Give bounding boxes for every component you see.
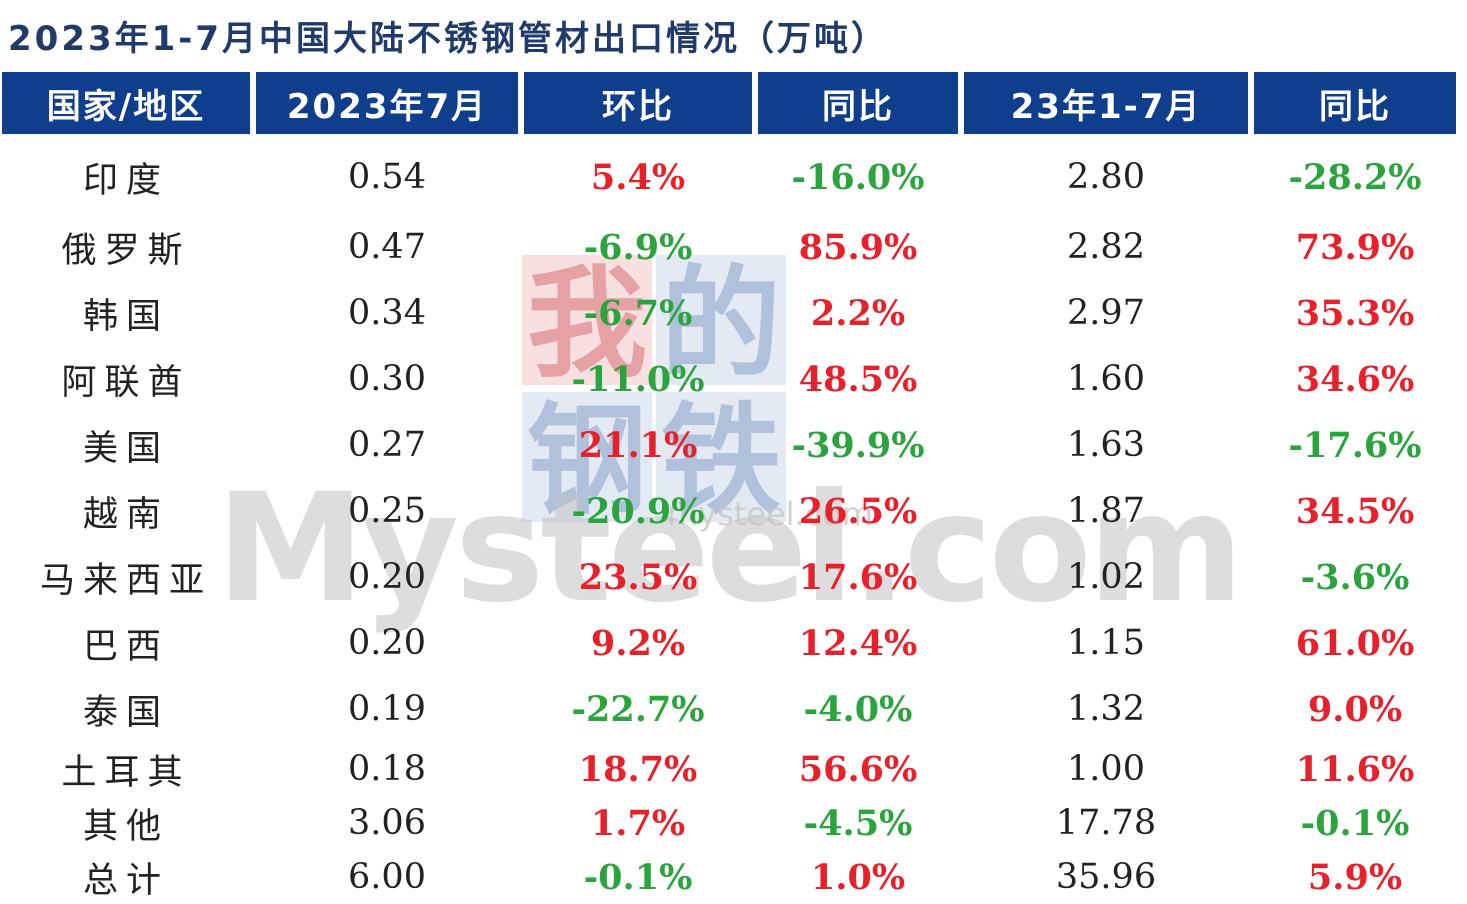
- cell-ytd-yoy: 35.3%: [1295, 292, 1415, 334]
- header-july-2023: 2023年7月: [256, 72, 518, 134]
- cell-mom: 9.2%: [590, 622, 686, 664]
- cell-mom: -11.0%: [571, 358, 705, 400]
- cell-july: 0.54: [348, 157, 426, 197]
- header-mom: 环比: [524, 72, 752, 134]
- cell-ytd: 1.32: [1067, 689, 1145, 729]
- cell-ytd: 35.96: [1055, 857, 1157, 897]
- cell-july: 0.47: [348, 227, 426, 267]
- cell-mom: 18.7%: [578, 748, 698, 790]
- cell-yoy: 17.6%: [798, 556, 918, 598]
- cell-country: 美国: [82, 428, 169, 469]
- cell-ytd-yoy: 34.5%: [1295, 490, 1415, 532]
- cell-ytd: 2.97: [1067, 293, 1145, 333]
- cell-ytd: 1.00: [1067, 749, 1145, 789]
- cell-july: 0.18: [348, 749, 426, 789]
- cell-july: 0.34: [348, 293, 426, 333]
- cell-yoy: 1.0%: [810, 856, 906, 898]
- cell-yoy: 48.5%: [798, 358, 918, 400]
- cell-ytd: 1.63: [1067, 425, 1145, 465]
- header-ytd-yoy: 同比: [1254, 72, 1456, 134]
- cell-ytd-yoy: 73.9%: [1295, 226, 1415, 268]
- cell-ytd: 1.87: [1067, 491, 1145, 531]
- table-title: 2023年1-7月中国大陆不锈钢管材出口情况（万吨）: [8, 19, 889, 59]
- cell-ytd-yoy: -3.6%: [1300, 556, 1410, 598]
- cell-country: 土耳其: [61, 752, 191, 793]
- table-row: 阿联酋 0.30 -11.0% 48.5% 1.60 34.6%: [2, 346, 1456, 412]
- table-row: 泰国 0.19 -22.7% -4.0% 1.32 9.0%: [2, 676, 1456, 742]
- table-row: 俄罗斯 0.47 -6.9% 85.9% 2.82 73.9%: [2, 214, 1456, 280]
- cell-ytd-yoy: -0.1%: [1300, 802, 1410, 844]
- cell-ytd-yoy: 34.6%: [1295, 358, 1415, 400]
- cell-yoy: -16.0%: [791, 156, 925, 198]
- cell-july: 0.30: [348, 359, 426, 399]
- table-row: 美国 0.27 21.1% -39.9% 1.63 -17.6%: [2, 412, 1456, 478]
- cell-july: 6.00: [348, 857, 426, 897]
- cell-country: 俄罗斯: [61, 230, 191, 271]
- cell-july: 0.25: [348, 491, 426, 531]
- table-row: 马来西亚 0.20 23.5% 17.6% 1.02 -3.6%: [2, 544, 1456, 610]
- cell-ytd-yoy: -28.2%: [1288, 156, 1422, 198]
- cell-country: 其他: [82, 806, 169, 847]
- cell-july: 0.20: [348, 623, 426, 663]
- table-row: 土耳其 0.18 18.7% 56.6% 1.00 11.6%: [2, 742, 1456, 796]
- cell-ytd-yoy: -17.6%: [1288, 424, 1422, 466]
- cell-ytd: 1.60: [1067, 359, 1145, 399]
- cell-ytd-yoy: 61.0%: [1295, 622, 1415, 664]
- cell-mom: -0.1%: [583, 856, 693, 898]
- cell-mom: 1.7%: [590, 802, 686, 844]
- cell-yoy: 85.9%: [798, 226, 918, 268]
- export-table: 国家/地区 2023年7月 环比 同比 23年1-7月 同比 印度 0.54 5…: [0, 72, 1462, 904]
- header-ytd: 23年1-7月: [964, 72, 1248, 134]
- cell-yoy: 2.2%: [810, 292, 906, 334]
- cell-country: 巴西: [82, 626, 169, 667]
- table-row: 巴西 0.20 9.2% 12.4% 1.15 61.0%: [2, 610, 1456, 676]
- cell-country: 马来西亚: [39, 560, 212, 601]
- cell-july: 0.20: [348, 557, 426, 597]
- header-yoy: 同比: [758, 72, 958, 134]
- cell-ytd-yoy: 9.0%: [1307, 688, 1403, 730]
- cell-ytd-yoy: 5.9%: [1307, 856, 1403, 898]
- cell-mom: -6.9%: [583, 226, 693, 268]
- cell-ytd: 17.78: [1055, 803, 1157, 843]
- cell-ytd: 2.82: [1067, 227, 1145, 267]
- cell-country: 总计: [82, 860, 169, 901]
- cell-july: 3.06: [348, 803, 426, 843]
- cell-mom: -6.7%: [583, 292, 693, 334]
- cell-ytd: 1.15: [1067, 623, 1145, 663]
- cell-country: 越南: [82, 494, 169, 535]
- header-row: 国家/地区 2023年7月 环比 同比 23年1-7月 同比: [2, 72, 1456, 134]
- cell-country: 阿联酋: [61, 362, 191, 403]
- cell-yoy: 56.6%: [798, 748, 918, 790]
- cell-yoy: -39.9%: [791, 424, 925, 466]
- cell-mom: 21.1%: [578, 424, 698, 466]
- table-row: 印度 0.54 5.4% -16.0% 2.80 -28.2%: [2, 134, 1456, 214]
- cell-country: 泰国: [82, 692, 169, 733]
- cell-yoy: -4.5%: [803, 802, 913, 844]
- cell-country: 印度: [82, 160, 169, 201]
- table-row: 越南 0.25 -20.9% 26.5% 1.87 34.5%: [2, 478, 1456, 544]
- cell-ytd-yoy: 11.6%: [1295, 748, 1415, 790]
- cell-mom: -20.9%: [571, 490, 705, 532]
- cell-july: 0.19: [348, 689, 426, 729]
- table-row: 韩国 0.34 -6.7% 2.2% 2.97 35.3%: [2, 280, 1456, 346]
- table-row: 总计 6.00 -0.1% 1.0% 35.96 5.9%: [2, 850, 1456, 904]
- cell-ytd: 1.02: [1067, 557, 1145, 597]
- cell-mom: 5.4%: [590, 156, 686, 198]
- cell-yoy: -4.0%: [803, 688, 913, 730]
- cell-yoy: 12.4%: [798, 622, 918, 664]
- table-row: 其他 3.06 1.7% -4.5% 17.78 -0.1%: [2, 796, 1456, 850]
- cell-mom: 23.5%: [578, 556, 698, 598]
- cell-yoy: 26.5%: [798, 490, 918, 532]
- cell-country: 韩国: [82, 296, 169, 337]
- header-country: 国家/地区: [2, 72, 250, 134]
- cell-ytd: 2.80: [1067, 157, 1145, 197]
- cell-mom: -22.7%: [571, 688, 705, 730]
- cell-july: 0.27: [348, 425, 426, 465]
